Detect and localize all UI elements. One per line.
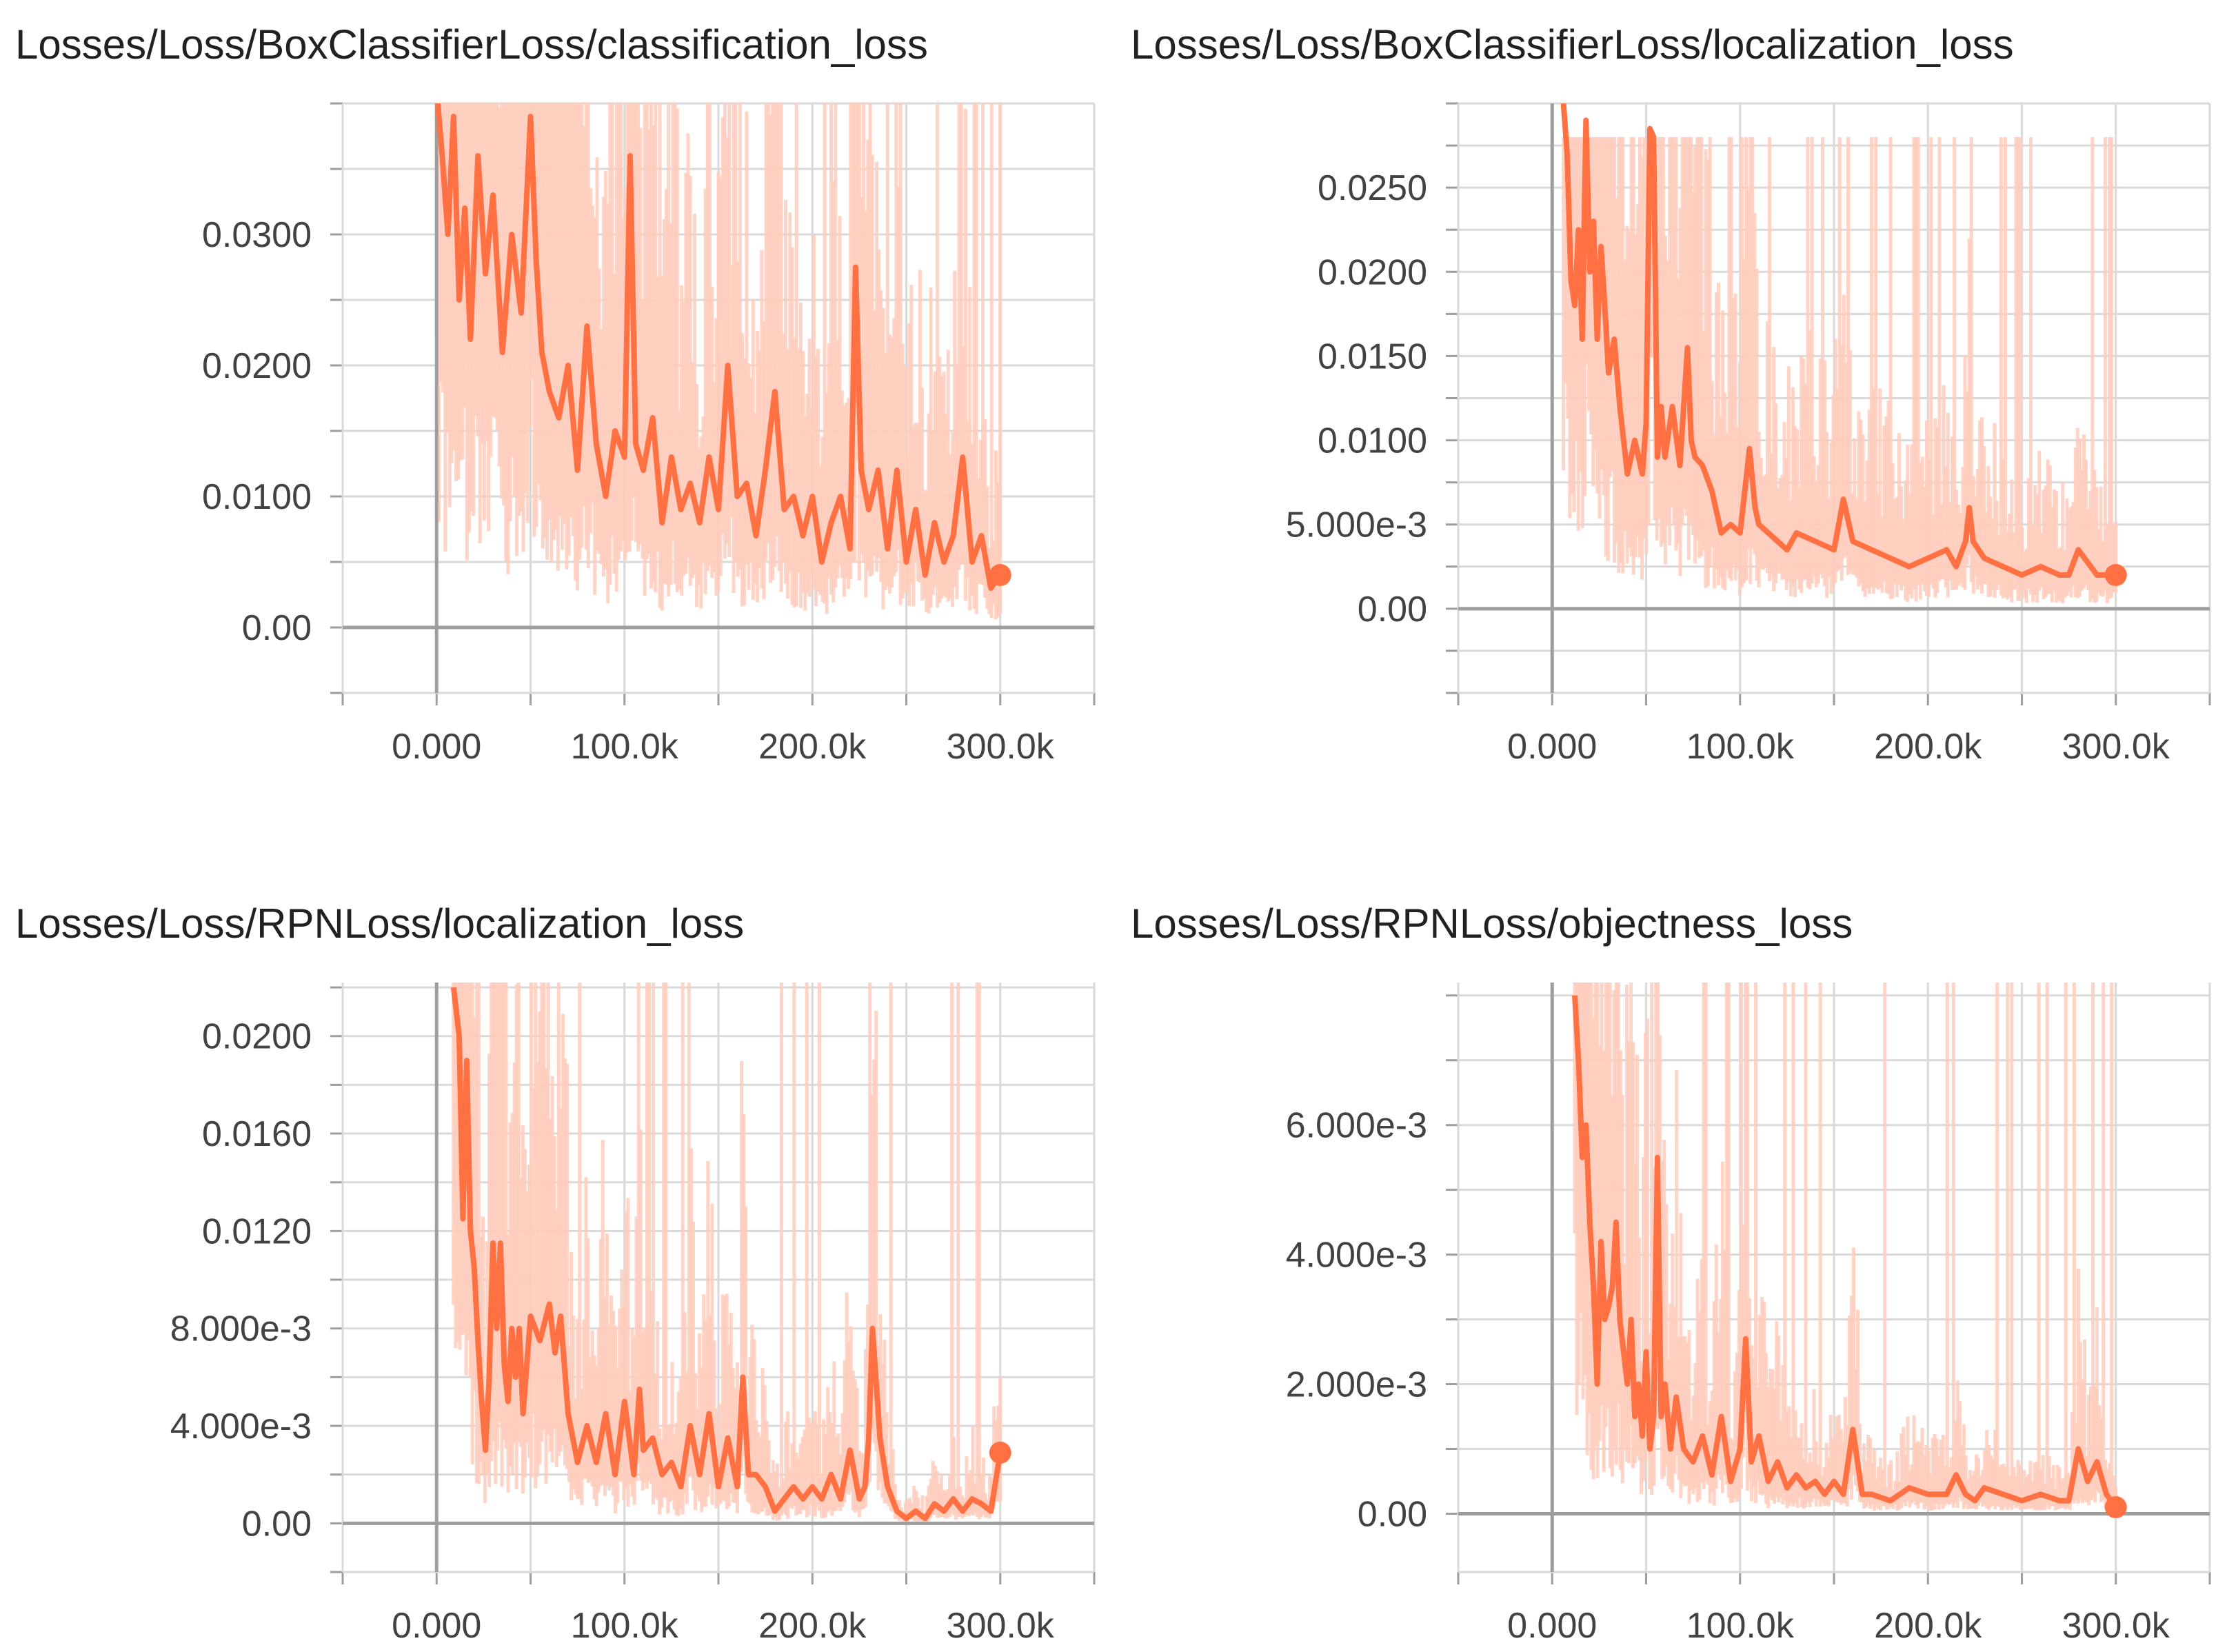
- chart-svg: 0.000 100.0k 200.0k 300.0k 0.00 5.000e-3 0.010…: [1286, 102, 2211, 767]
- y-tick-label: 0.0100: [202, 477, 312, 517]
- x-tick-label: 200.0k: [1874, 1606, 1982, 1646]
- y-tick-label: 0.00: [242, 1504, 312, 1544]
- chart-panel-rpn-localization-loss: Losses/Loss/RPNLoss/localization_loss 0.…: [15, 900, 1118, 1652]
- y-tick-label: 0.0100: [1318, 421, 1427, 461]
- smoothed-series-line: [450, 987, 1003, 1522]
- y-tick-label: 5.000e-3: [1286, 505, 1427, 545]
- x-tick-label: 300.0k: [947, 727, 1055, 767]
- smoothed-series-line: [434, 103, 1003, 591]
- chart-panel-box-classifier-localization-loss: Losses/Loss/BoxClassifierLoss/localizati…: [1131, 21, 2227, 807]
- x-tick-label: 200.0k: [1874, 727, 1982, 767]
- y-tick-label: 0.00: [242, 608, 312, 648]
- x-tick-label: 100.0k: [1686, 727, 1795, 767]
- y-tick-label: 0.0200: [1318, 252, 1427, 292]
- chart-panel-box-classifier-classification-loss: Losses/Loss/BoxClassifierLoss/classifica…: [15, 21, 1118, 807]
- x-tick-label: 0.000: [392, 727, 481, 767]
- y-tick-label: 0.0120: [202, 1211, 312, 1251]
- y-tick-label: 2.000e-3: [1286, 1365, 1427, 1405]
- chart-panel-rpn-objectness-loss: Losses/Loss/RPNLoss/objectness_loss 0.00…: [1131, 900, 2227, 1652]
- chart-title: Losses/Loss/RPNLoss/objectness_loss: [1131, 900, 1853, 947]
- x-tick-label: 0.000: [1507, 727, 1597, 767]
- raw-series-band: [1562, 137, 2118, 604]
- x-tick-label: 300.0k: [947, 1606, 1055, 1646]
- x-tick-label: 0.000: [1507, 1606, 1597, 1646]
- chart-svg: 0.000 100.0k 200.0k 300.0k 0.00 4.000e-3 8.000…: [170, 983, 1096, 1646]
- y-tick-label: 0.00: [1358, 590, 1427, 629]
- raw-series-band: [434, 103, 1002, 620]
- smoothed-series-line: [1572, 995, 2119, 1509]
- chart-title: Losses/Loss/BoxClassifierLoss/localizati…: [1131, 21, 2014, 68]
- x-tick-label: 200.0k: [758, 1606, 867, 1646]
- chart-title: Losses/Loss/RPNLoss/localization_loss: [15, 900, 745, 947]
- y-tick-label: 4.000e-3: [1286, 1236, 1427, 1276]
- x-tick-label: 100.0k: [1686, 1606, 1795, 1646]
- smoothed-series-line: [1560, 103, 2116, 578]
- x-tick-label: 300.0k: [2062, 727, 2170, 767]
- y-tick-label: 0.0160: [202, 1114, 312, 1154]
- x-tick-label: 0.000: [392, 1606, 481, 1646]
- x-tick-label: 100.0k: [571, 727, 679, 767]
- chart-svg: 0.000 100.0k 200.0k 300.0k 0.00 0.0100 0.0200 0…: [202, 102, 1096, 767]
- x-tick-label: 100.0k: [571, 1606, 679, 1646]
- y-tick-label: 0.0200: [202, 1017, 312, 1057]
- y-tick-label: 0.0200: [202, 346, 312, 386]
- series-end-marker: [2104, 1496, 2127, 1519]
- y-tick-label: 0.0150: [1318, 336, 1427, 376]
- x-tick-label: 200.0k: [758, 727, 867, 767]
- series-end-marker: [2104, 564, 2127, 586]
- y-tick-label: 0.00: [1358, 1494, 1427, 1534]
- raw-series-band: [1573, 983, 2118, 1511]
- x-tick-label: 300.0k: [2062, 1606, 2170, 1646]
- chart-svg: 0.000 100.0k 200.0k 300.0k 0.00 2.000e-3 4.000…: [1286, 983, 2211, 1646]
- series-end-marker: [989, 564, 1011, 586]
- y-tick-label: 6.000e-3: [1286, 1106, 1427, 1146]
- series-end-marker: [989, 1441, 1011, 1464]
- y-tick-label: 0.0250: [1318, 168, 1427, 208]
- chart-title: Losses/Loss/BoxClassifierLoss/classifica…: [15, 21, 928, 68]
- y-tick-label: 4.000e-3: [170, 1407, 312, 1447]
- y-tick-label: 0.0300: [202, 215, 312, 255]
- y-tick-label: 8.000e-3: [170, 1309, 312, 1349]
